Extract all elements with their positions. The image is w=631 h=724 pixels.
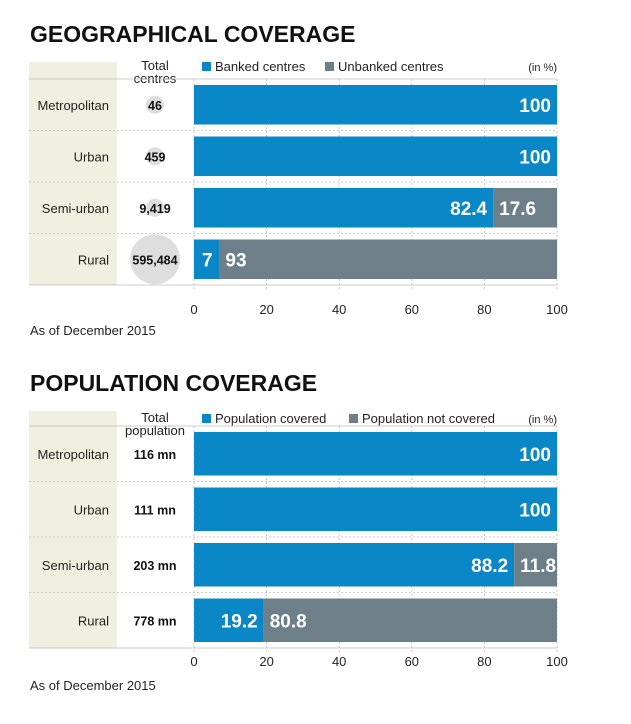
category-panel: [29, 411, 117, 648]
total-header-label: population: [125, 423, 185, 438]
footnote: As of December 2015: [30, 323, 156, 338]
data-label: 93: [225, 250, 246, 271]
legend-label: Population not covered: [362, 411, 495, 426]
legend-swatch: [202, 62, 211, 71]
bar-segment: [493, 188, 557, 228]
data-label: 100: [519, 445, 551, 466]
category-label: Urban: [74, 149, 109, 164]
total-value: 459: [145, 150, 166, 164]
bar-segment: [194, 432, 557, 476]
x-tick-label: 20: [259, 302, 273, 317]
category-label: Metropolitan: [37, 447, 109, 462]
total-header-label: Total: [141, 410, 169, 425]
total-bubble: [130, 234, 180, 285]
total-bubble: [146, 198, 164, 217]
total-value: 9,419: [139, 202, 170, 216]
x-tick-label: 100: [546, 302, 568, 317]
unit-label: (in %): [528, 62, 557, 74]
data-label: 82.4: [450, 199, 487, 220]
data-label: 80.8: [270, 611, 307, 632]
total-bubble: [146, 147, 164, 166]
x-tick-label: 0: [190, 302, 197, 317]
legend-label: Unbanked centres: [338, 59, 444, 74]
category-panel: [29, 62, 117, 285]
category-label: Rural: [78, 613, 109, 628]
total-value: 46: [148, 99, 162, 113]
chart-title: POPULATION COVERAGE: [30, 370, 317, 396]
bar-segment: [514, 543, 557, 587]
x-tick-label: 40: [332, 654, 346, 669]
unit-label: (in %): [528, 414, 557, 426]
legend-label: Population covered: [215, 411, 326, 426]
bar-segment: [194, 598, 264, 642]
x-tick-label: 60: [405, 302, 419, 317]
x-tick-label: 60: [405, 654, 419, 669]
bar-segment: [194, 487, 557, 531]
category-label: Semi-urban: [42, 201, 109, 216]
total-value: 203 mn: [133, 559, 176, 573]
bar-segment: [263, 598, 557, 642]
bar-segment: [194, 543, 515, 587]
data-label: 100: [519, 96, 551, 117]
chart-title: GEOGRAPHICAL COVERAGE: [30, 21, 355, 47]
total-value: 595,484: [132, 253, 177, 267]
total-header-label: centres: [134, 71, 177, 86]
data-label: 100: [519, 500, 551, 521]
data-label: 19.2: [221, 611, 258, 632]
total-value: 116 mn: [134, 448, 176, 462]
data-label: 100: [519, 147, 551, 168]
bar-segment: [194, 188, 494, 228]
x-tick-label: 80: [477, 654, 491, 669]
category-label: Urban: [74, 502, 109, 517]
legend-swatch: [325, 62, 334, 71]
bar-segment: [194, 85, 557, 125]
footnote: As of December 2015: [30, 678, 156, 693]
x-tick-label: 80: [477, 302, 491, 317]
data-label: 11.8: [520, 556, 556, 577]
bar-segment: [219, 239, 557, 279]
x-tick-label: 20: [259, 654, 273, 669]
bar-segment: [194, 239, 220, 279]
x-tick-label: 40: [332, 302, 346, 317]
data-label: 7: [202, 250, 213, 271]
total-value: 111 mn: [134, 503, 176, 517]
total-header-label: Total: [141, 58, 169, 73]
total-value: 778 mn: [133, 614, 176, 628]
total-bubble: [146, 95, 164, 114]
category-label: Metropolitan: [37, 98, 109, 113]
data-label: 88.2: [471, 556, 508, 577]
category-label: Rural: [78, 252, 109, 267]
data-label: 17.6: [499, 199, 536, 220]
legend-swatch: [202, 414, 211, 423]
legend-swatch: [349, 414, 358, 423]
x-tick-label: 0: [190, 654, 197, 669]
category-label: Semi-urban: [42, 558, 109, 573]
bar-segment: [194, 136, 557, 176]
legend-label: Banked centres: [215, 59, 306, 74]
x-tick-label: 100: [546, 654, 568, 669]
